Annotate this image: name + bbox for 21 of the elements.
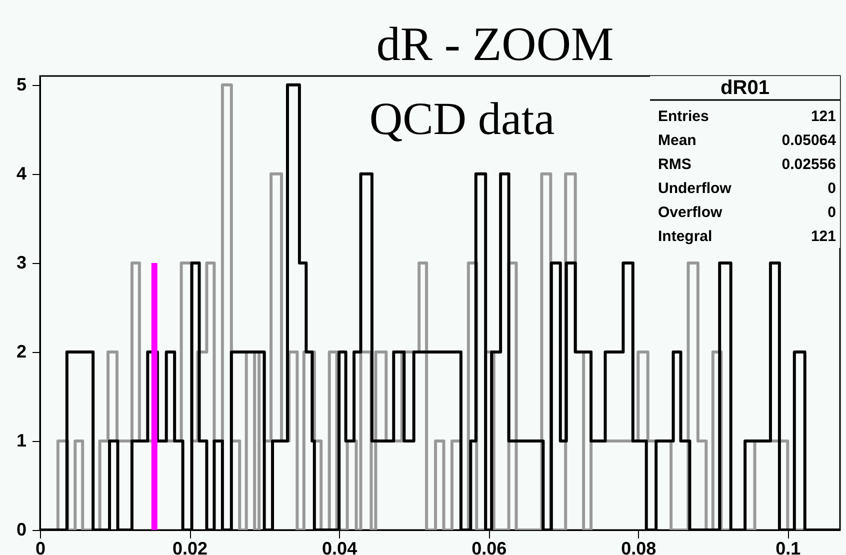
y-tick-label: 5 xyxy=(16,74,26,94)
x-tick-label: 0.08 xyxy=(621,538,656,555)
text: Integral 121 xyxy=(658,228,836,245)
x-tick-label: 0 xyxy=(35,538,46,555)
x-tick-label: 0.04 xyxy=(322,538,358,555)
y-tick-label: 4 xyxy=(16,163,26,184)
text: Mean 0.05064 xyxy=(658,132,836,149)
y-tick-label: 3 xyxy=(16,252,26,272)
text: Entries 121 xyxy=(658,108,836,125)
chart-title: dR - ZOOM xyxy=(376,18,614,71)
y-tick-label: 1 xyxy=(16,430,26,450)
x-tick-label: 0.02 xyxy=(172,538,208,555)
text: Underflow 0 xyxy=(658,180,836,197)
y-tick-label: 2 xyxy=(16,341,26,362)
y-tick-label: 0 xyxy=(16,520,26,540)
chart-subtitle: QCD data xyxy=(369,93,555,144)
x-tick-label: 0.06 xyxy=(472,538,507,555)
annotation: dR01 xyxy=(720,77,770,99)
text: Overflow 0 xyxy=(658,204,836,221)
text: RMS 0.02556 xyxy=(658,156,836,173)
x-tick-label: 0.1 xyxy=(776,538,801,555)
